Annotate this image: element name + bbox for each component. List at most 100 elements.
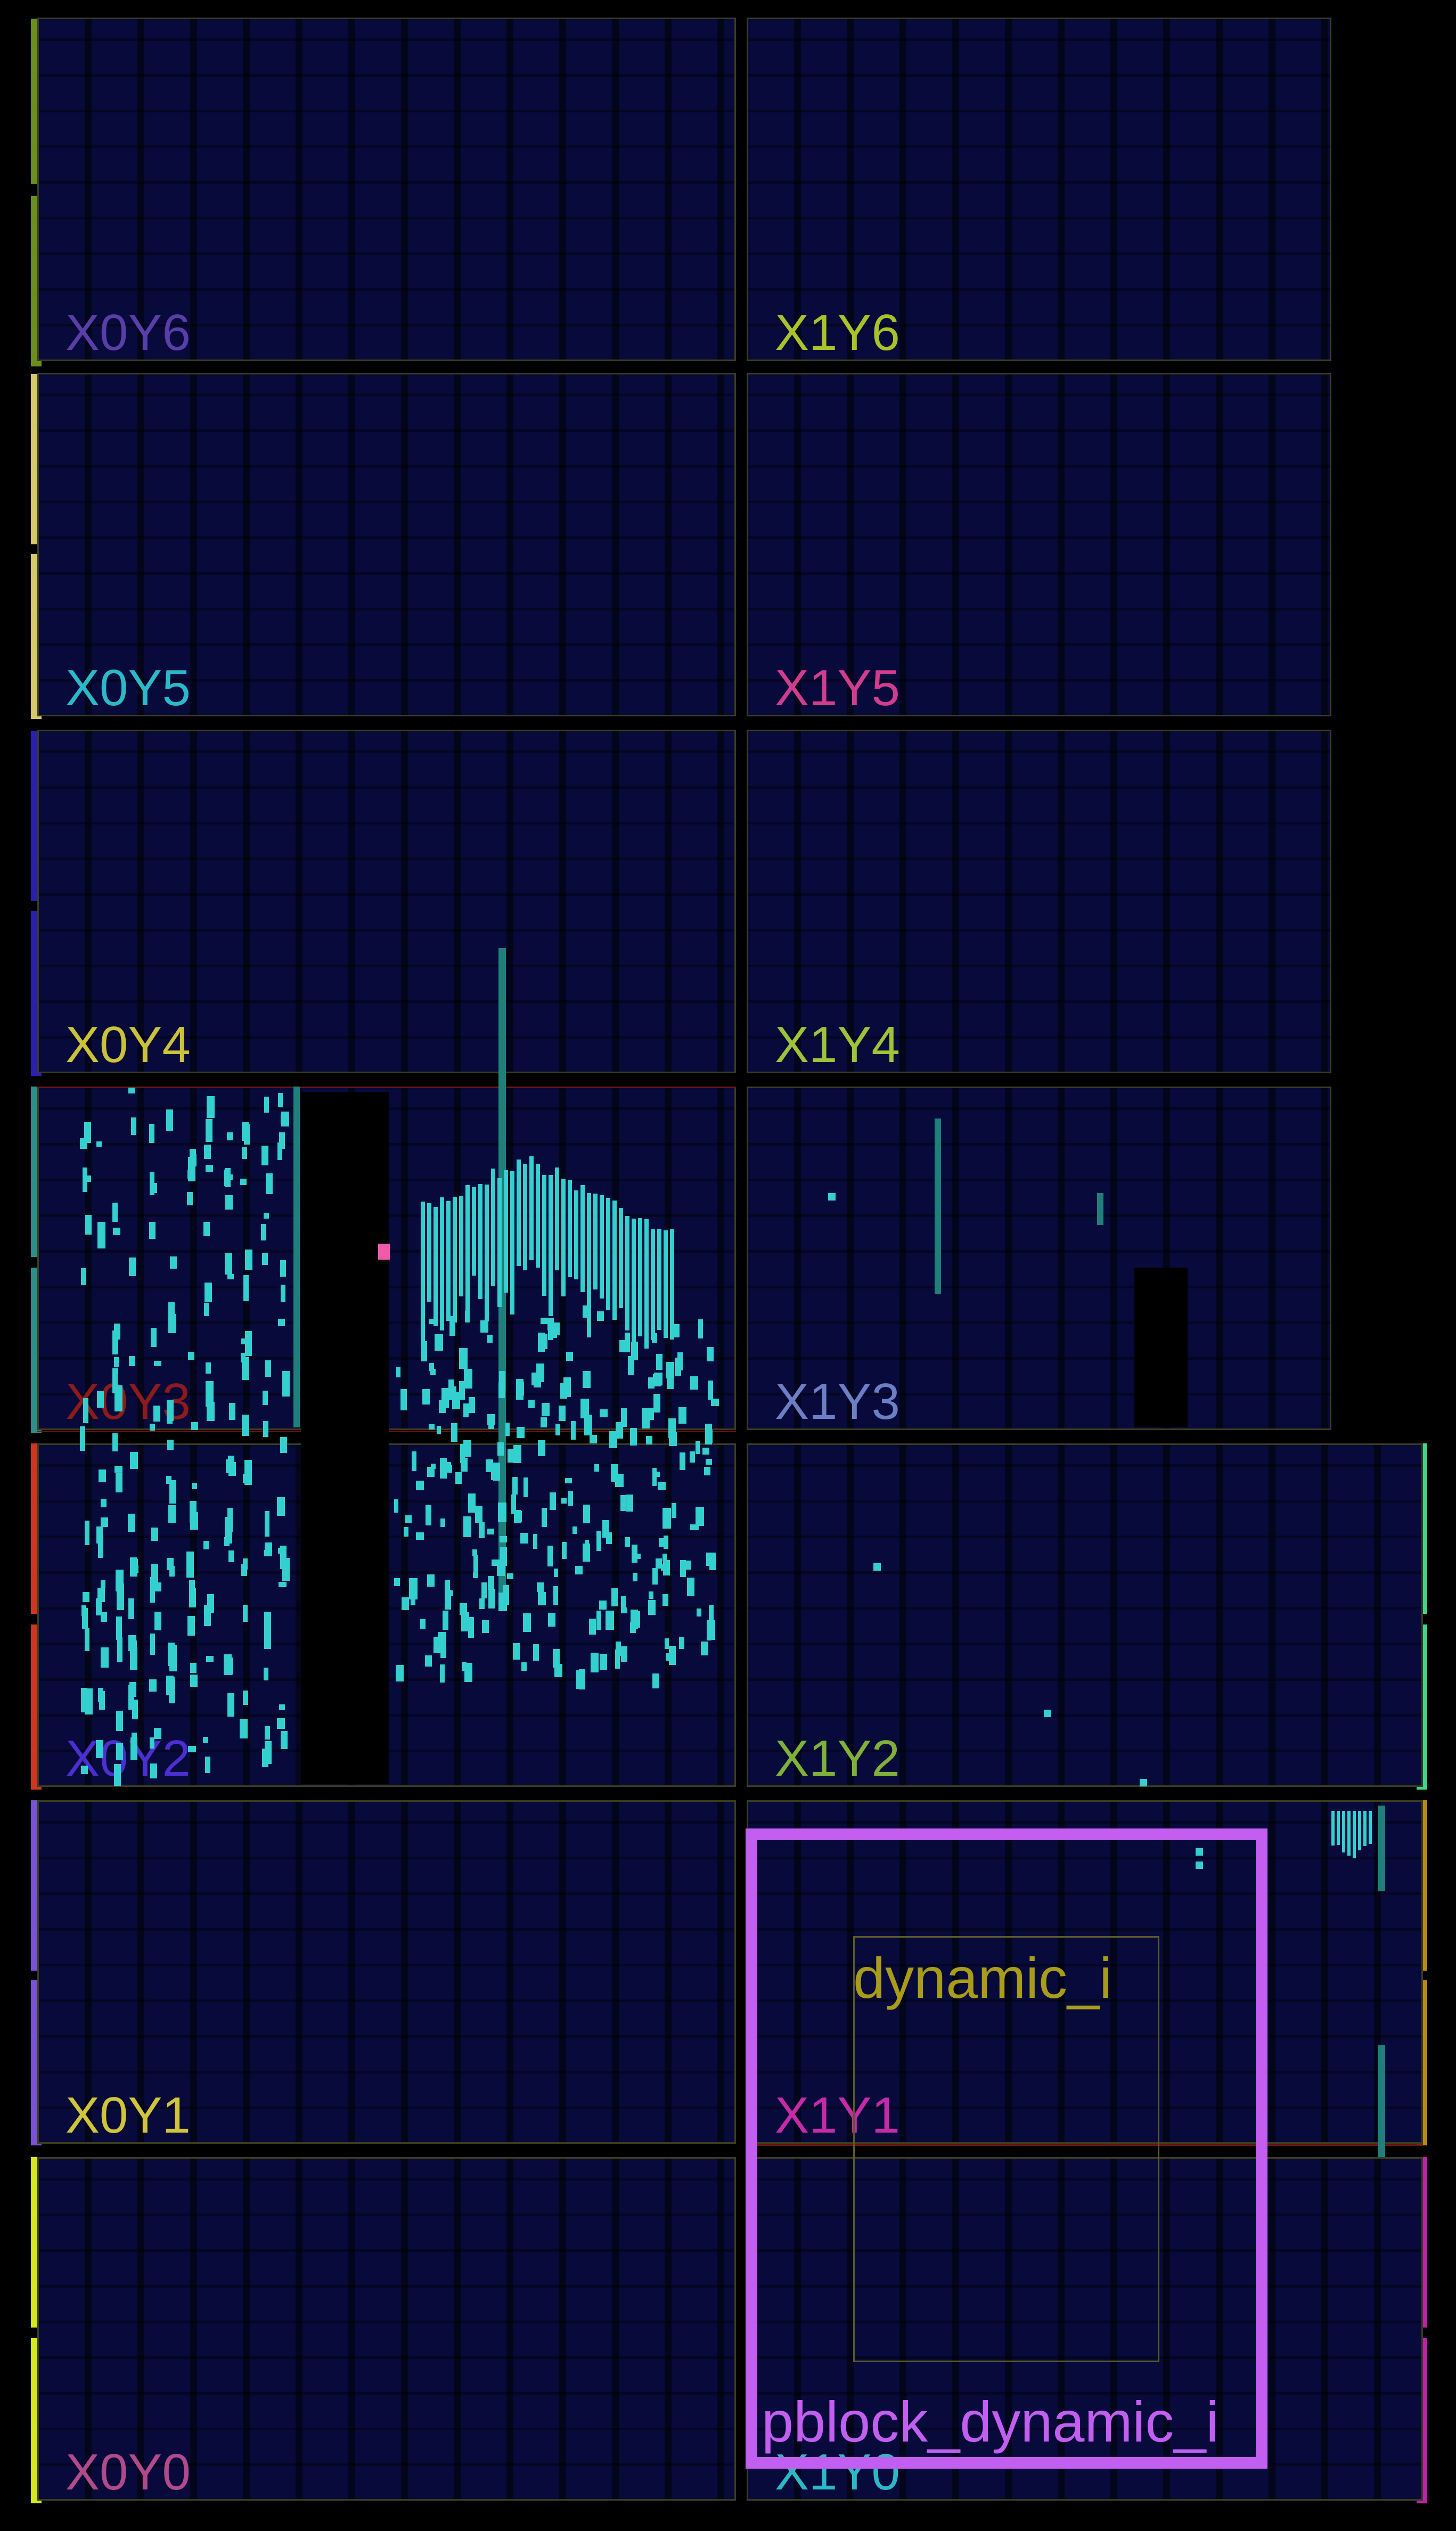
placed-cell (96, 1598, 102, 1615)
placed-cell (459, 1195, 463, 1296)
placed-cell (227, 1508, 233, 1533)
clock-region-x0y1[interactable]: X0Y1 (37, 1800, 736, 2144)
placed-cell (465, 1185, 470, 1316)
clock-region-x1y5[interactable]: X1Y5 (747, 373, 1331, 716)
placed-cell (131, 1117, 137, 1136)
placed-cell (523, 1164, 527, 1270)
placed-cell (482, 1620, 489, 1633)
placed-cell (421, 1202, 425, 1346)
placed-cell (704, 1466, 710, 1476)
placed-cell (242, 1604, 248, 1622)
placed-cell (116, 1473, 123, 1492)
placed-cell (481, 1582, 487, 1599)
clock-region-x1y0[interactable]: X1Y0 (747, 2157, 1423, 2501)
clock-region-x1y1[interactable]: X1Y1 (747, 1800, 1423, 2144)
placed-cell (224, 1654, 232, 1675)
placed-cell (409, 1578, 418, 1600)
cell-group-outline[interactable] (853, 1936, 1159, 2362)
placed-cell (96, 1526, 103, 1544)
placed-cell (505, 1423, 510, 1436)
empty-resource-column (1134, 1268, 1188, 1427)
placed-cell (555, 1167, 559, 1270)
placed-cell (448, 1379, 454, 1400)
clock-region-label: X1Y0 (775, 2444, 900, 2501)
placed-cell (506, 1573, 513, 1579)
placed-cell (656, 1353, 662, 1370)
placed-cell (264, 1511, 269, 1537)
placed-cell (663, 1536, 668, 1549)
placed-cell (591, 1653, 599, 1672)
clock-region-x0y5[interactable]: X0Y5 (37, 373, 736, 716)
clock-region-label: X0Y6 (66, 304, 191, 361)
placed-cell (572, 1526, 577, 1534)
clock-region-x1y2[interactable]: X1Y2 (747, 1443, 1423, 1787)
placed-cell (265, 1360, 271, 1377)
placed-cell (280, 1437, 287, 1454)
placed-cell (1044, 1710, 1051, 1717)
placed-cell (427, 1203, 431, 1302)
placed-cell (129, 1258, 136, 1277)
placed-cell (554, 1663, 562, 1677)
clock-region-x1y4[interactable]: X1Y4 (747, 730, 1331, 1073)
placed-cell (629, 1622, 636, 1634)
placed-cell (405, 1515, 412, 1524)
placed-cell (620, 1649, 626, 1656)
placed-cell (202, 1736, 208, 1743)
placed-cell (542, 1175, 546, 1296)
placed-cell (575, 1565, 583, 1574)
placed-cell (463, 1368, 472, 1389)
placed-cell (500, 1547, 507, 1566)
placed-cell (266, 1173, 273, 1194)
clock-region-label: X1Y6 (775, 304, 900, 361)
placed-cell (151, 1527, 158, 1541)
placed-cell (666, 1361, 675, 1379)
placed-cell (264, 1096, 269, 1113)
clock-region-x0y0[interactable]: X0Y0 (37, 2157, 736, 2501)
placed-cell (187, 1746, 196, 1752)
clock-route-line (37, 1087, 736, 1088)
placed-cell (579, 1669, 586, 1690)
placed-cell (452, 1392, 461, 1409)
placed-cell (243, 1275, 249, 1301)
placed-cell (599, 1600, 607, 1610)
placed-cell (664, 1638, 669, 1649)
clock-region-x1y3[interactable]: X1Y3 (747, 1087, 1331, 1430)
placed-cell (540, 1318, 547, 1325)
placed-cell (491, 1559, 499, 1566)
placed-cell (659, 1538, 664, 1547)
selected-cell[interactable] (378, 1244, 390, 1260)
placed-cell (279, 1704, 285, 1711)
clock-region-x0y6[interactable]: X0Y6 (37, 18, 736, 361)
pblock-outline[interactable] (746, 1828, 1267, 2469)
placed-cell (533, 1381, 541, 1388)
placed-cell (658, 1482, 666, 1490)
placed-cell (149, 1172, 154, 1195)
placed-cell (616, 1422, 623, 1439)
placed-cell (469, 1397, 475, 1414)
placed-cell (708, 1380, 714, 1400)
placed-cell (561, 1497, 567, 1504)
placed-cell (533, 1644, 539, 1661)
placed-cell (241, 1564, 248, 1577)
placed-cell (516, 1511, 522, 1522)
placed-cell (116, 1569, 124, 1592)
placed-cell (540, 1333, 548, 1350)
placed-cell (116, 1742, 123, 1760)
placed-cell (189, 1516, 196, 1522)
placed-cell (625, 1333, 630, 1353)
placed-cell (710, 1621, 715, 1637)
placed-cell (167, 1400, 174, 1422)
placed-cell (656, 1558, 662, 1569)
placed-cell (149, 1221, 156, 1239)
placed-cell (420, 1619, 426, 1629)
clock-region-label: X0Y1 (66, 2087, 191, 2144)
clock-region-x0y4[interactable]: X0Y4 (37, 730, 736, 1073)
placed-cell (431, 1464, 436, 1469)
placed-cell (593, 1194, 598, 1290)
placed-cell (280, 1285, 286, 1303)
placed-cell (521, 1662, 527, 1671)
placed-cell (128, 1356, 136, 1366)
placed-cell (130, 1737, 137, 1760)
clock-region-x1y6[interactable]: X1Y6 (747, 18, 1331, 361)
